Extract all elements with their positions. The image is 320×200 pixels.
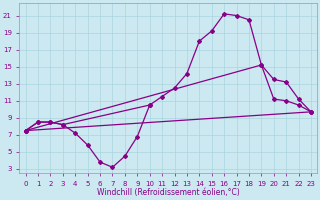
X-axis label: Windchill (Refroidissement éolien,°C): Windchill (Refroidissement éolien,°C) [97,188,240,197]
